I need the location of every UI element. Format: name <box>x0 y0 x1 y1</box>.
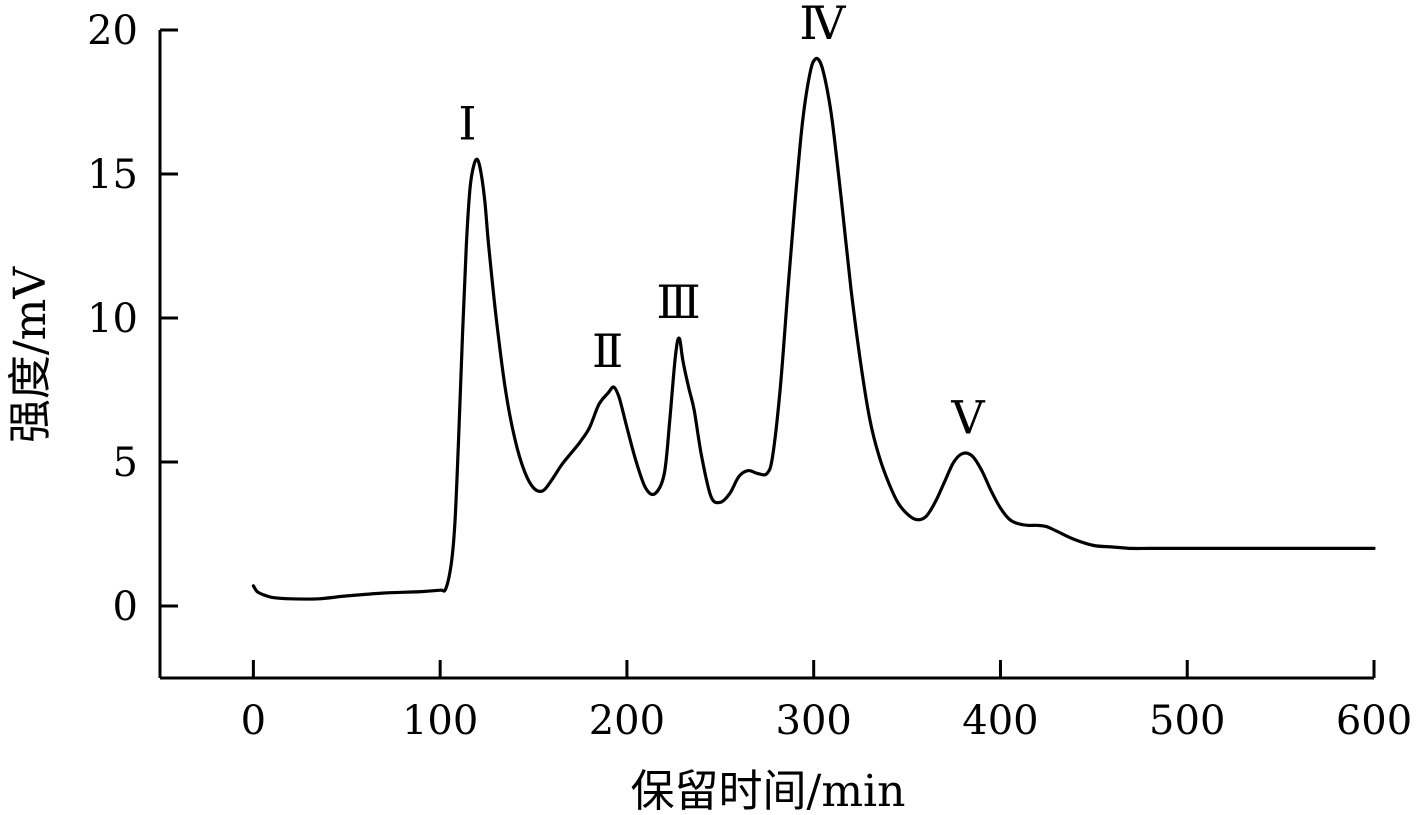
y-tick-label: 15 <box>87 152 138 198</box>
peak-label: Ⅲ <box>656 275 700 329</box>
y-tick-label: 0 <box>113 584 138 630</box>
x-tick-label: 0 <box>241 698 266 744</box>
peak-label: Ⅱ <box>592 324 623 378</box>
y-tick-label: 5 <box>113 440 138 486</box>
x-axis-title: 保留时间/min <box>631 766 906 815</box>
y-tick-label: 20 <box>87 8 138 54</box>
x-tick-label: 200 <box>589 698 665 744</box>
peak-label: Ⅰ <box>458 97 476 151</box>
series-line-0 <box>251 56 1376 601</box>
peak-label: Ⅴ <box>950 390 985 444</box>
x-tick-label: 400 <box>962 698 1038 744</box>
y-axis-title: 强度/mV <box>5 266 56 444</box>
x-tick-label: 100 <box>402 698 478 744</box>
series-layer <box>251 56 1376 601</box>
peak-label: Ⅳ <box>799 0 846 50</box>
y-tick-label: 10 <box>87 296 138 342</box>
y-axis: 0 5 10 15 20 <box>87 8 178 678</box>
x-tick-label: 300 <box>776 698 852 744</box>
x-tick-label: 500 <box>1149 698 1225 744</box>
x-tick-label: 600 <box>1336 698 1412 744</box>
x-axis: 0 100 200 300 400 500 600 <box>160 660 1412 744</box>
